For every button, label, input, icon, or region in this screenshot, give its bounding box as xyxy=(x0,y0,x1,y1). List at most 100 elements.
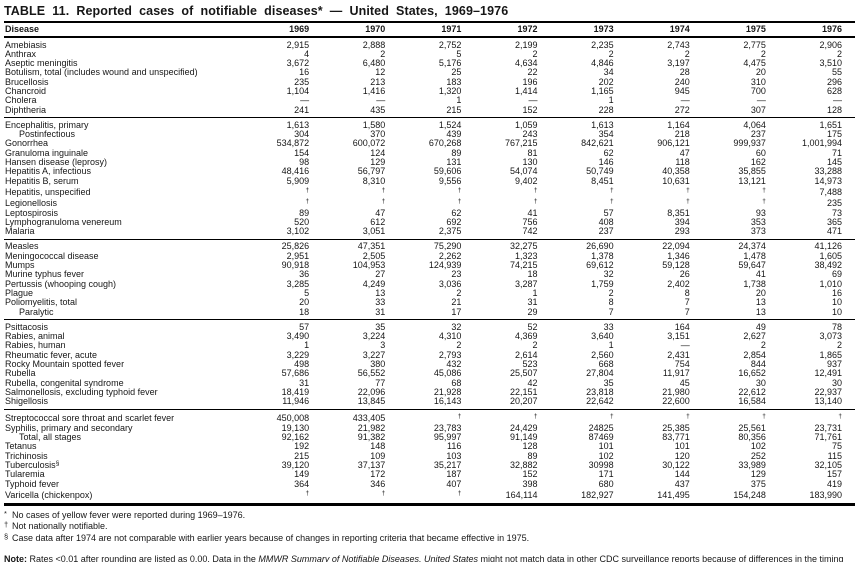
footnote-text: Not nationally notifiable. xyxy=(12,521,108,532)
value-cell: 183,990 xyxy=(809,489,842,500)
value-cell: 192 xyxy=(294,441,310,452)
column-header-1975: 1975 xyxy=(702,22,779,38)
value-cell: 24,429 xyxy=(509,422,538,433)
table-row: Amebiasis 2,915 2,888 2,752 2,199 2,235 2,743 2… xyxy=(4,37,855,50)
value-cell: 3,229 xyxy=(286,349,310,360)
disease-name: Legionellosis xyxy=(5,198,58,209)
value-cell: 680 xyxy=(598,478,614,489)
value-cell: 102 xyxy=(750,441,766,452)
value-cell: 842,621 xyxy=(581,138,614,149)
table-row: Typhoid fever 364 346 407 398 680 437 375 419 xyxy=(4,478,855,489)
table-row: Lymphogranuloma venereum 520 612 692 756 408 3… xyxy=(4,216,855,227)
value-cell: 373 xyxy=(750,226,766,237)
value-cell: 93 xyxy=(755,207,766,218)
table-row: Gonorrhea 534,872 600,072 670,268 767,215 842… xyxy=(4,138,855,149)
not-notifiable-dagger: † xyxy=(457,198,462,206)
disease-name: Meningococcal disease xyxy=(5,250,99,261)
footnote-yellow-fever: * No cases of yellow fever were reported … xyxy=(4,509,855,521)
value-cell: 2,199 xyxy=(514,39,538,50)
disease-name: Shigellosis xyxy=(5,396,49,407)
value-cell: 32,105 xyxy=(814,459,842,470)
table-row: Anthrax 4 2 5 2 2 2 2 2 xyxy=(4,49,855,59)
value-cell: 754 xyxy=(674,359,690,369)
value-cell: 131 xyxy=(446,157,462,168)
value-cell: 62 xyxy=(603,147,614,158)
value-cell: 6,480 xyxy=(362,58,386,69)
value-cell: 353 xyxy=(750,216,766,227)
not-notifiable-dagger: † xyxy=(533,198,538,206)
value-cell: 8,351 xyxy=(667,207,690,218)
value-cell: 3,197 xyxy=(667,58,690,69)
not-notifiable-dagger: † xyxy=(305,489,310,497)
value-cell: 141,495 xyxy=(657,489,690,500)
value-cell: 3,224 xyxy=(362,331,386,342)
disease-name: Mumps xyxy=(5,260,35,271)
value-cell: 18,419 xyxy=(281,386,310,397)
disease-name: Pertussis (whooping cough) xyxy=(5,278,117,289)
value-cell: 59,128 xyxy=(662,260,690,271)
table-row: Rabies, animal 3,490 3,224 4,310 4,369 3,640 3… xyxy=(4,331,855,342)
value-cell: 31 xyxy=(375,306,386,317)
value-cell: 175 xyxy=(826,129,842,140)
table-row: Pertussis (whooping cough) 3,285 4,249 3,03… xyxy=(4,278,855,289)
value-cell: 1,010 xyxy=(819,278,842,289)
footnotes: * No cases of yellow fever were reported … xyxy=(4,509,855,544)
value-cell: 2,235 xyxy=(591,39,614,50)
value-cell: † xyxy=(779,409,855,423)
value-cell: 1,320 xyxy=(438,85,462,96)
value-cell: — xyxy=(376,95,386,106)
note-text-pre: Rates <0.01 after rounding are listed as… xyxy=(27,554,259,562)
value-cell: 2 xyxy=(532,340,538,351)
value-cell: 71 xyxy=(831,147,842,158)
value-cell: 33,288 xyxy=(814,166,842,177)
footnote-text: Case data after 1974 are not comparable … xyxy=(12,532,530,543)
value-cell: 2,560 xyxy=(591,349,614,360)
table-row: Rocky Mountain spotted fever 498 380 432 523… xyxy=(4,359,855,369)
value-cell: 365 xyxy=(826,216,842,227)
value-cell: 433,405 xyxy=(352,413,386,424)
value-cell: 118 xyxy=(675,157,690,168)
value-cell: 2,752 xyxy=(438,39,462,50)
value-cell: 23 xyxy=(451,269,462,280)
value-cell: 116 xyxy=(447,441,462,452)
value-cell: 1,416 xyxy=(362,85,386,96)
value-cell: 47 xyxy=(375,207,386,218)
disease-name: Postinfectious xyxy=(19,129,76,140)
value-cell: † xyxy=(322,186,398,197)
table-row: Total, all stages 92,162 91,382 95,997 91,14… xyxy=(4,432,855,442)
value-cell: 2,888 xyxy=(362,39,386,50)
value-cell: 31 xyxy=(527,297,538,308)
value-cell: 30,122 xyxy=(662,459,690,470)
value-cell: 1 xyxy=(608,340,614,351)
value-cell: 2,775 xyxy=(743,39,766,50)
value-cell: 4,369 xyxy=(514,331,538,342)
value-cell: 24,374 xyxy=(738,241,766,252)
value-cell: 1,323 xyxy=(514,250,538,261)
value-cell: 1,580 xyxy=(362,119,386,130)
value-cell: 56,552 xyxy=(357,368,386,379)
value-cell: 2 xyxy=(836,340,842,351)
value-cell: 5 xyxy=(304,287,310,298)
value-cell: 3,285 xyxy=(286,278,310,289)
not-notifiable-dagger: † xyxy=(305,198,310,206)
value-cell: † xyxy=(703,186,779,197)
disease-name: Rabies, animal xyxy=(5,331,65,342)
value-cell: 103 xyxy=(446,450,462,461)
disease-name: Plague xyxy=(5,287,34,298)
value-cell: 89 xyxy=(451,147,462,158)
value-cell: 12 xyxy=(375,67,386,78)
value-cell: 16 xyxy=(831,287,842,298)
disease-name: Murine typhus fever xyxy=(5,269,85,280)
value-cell: 35,217 xyxy=(433,459,462,470)
value-cell: 26 xyxy=(679,269,690,280)
value-cell: 1,414 xyxy=(514,85,538,96)
disease-name: Rubella, congenital syndrome xyxy=(5,377,124,388)
table-row: Aseptic meningitis 3,672 6,480 5,176 4,634 4,… xyxy=(4,58,855,69)
value-cell: 16,652 xyxy=(738,368,766,379)
value-cell: 13,845 xyxy=(357,396,386,407)
value-cell: 48,416 xyxy=(281,166,310,177)
value-cell: 7 xyxy=(684,306,690,317)
value-cell: 37,137 xyxy=(357,459,386,470)
value-cell: 202 xyxy=(598,76,614,87)
value-cell: 1,613 xyxy=(591,119,614,130)
